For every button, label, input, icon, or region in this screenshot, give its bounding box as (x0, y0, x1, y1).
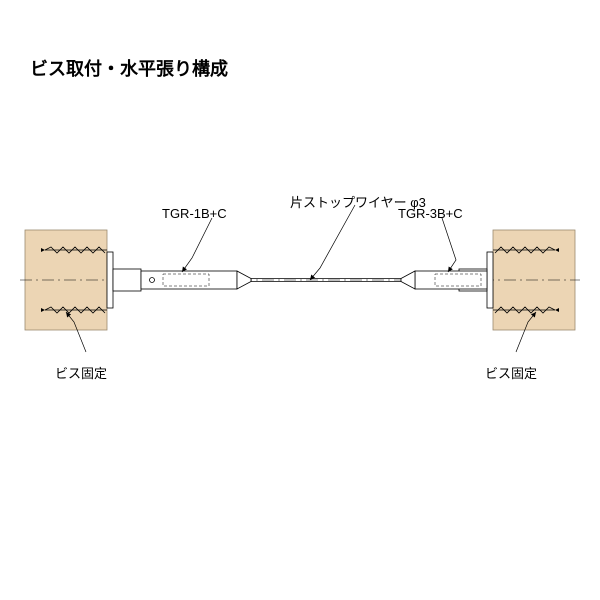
label-fixR: ビス固定 (485, 363, 537, 382)
diagram-canvas (0, 0, 600, 600)
label-tgr1: TGR-1B+C (162, 206, 227, 221)
label-fixL: ビス固定 (55, 363, 107, 382)
label-tgr3: TGR-3B+C (398, 206, 463, 221)
